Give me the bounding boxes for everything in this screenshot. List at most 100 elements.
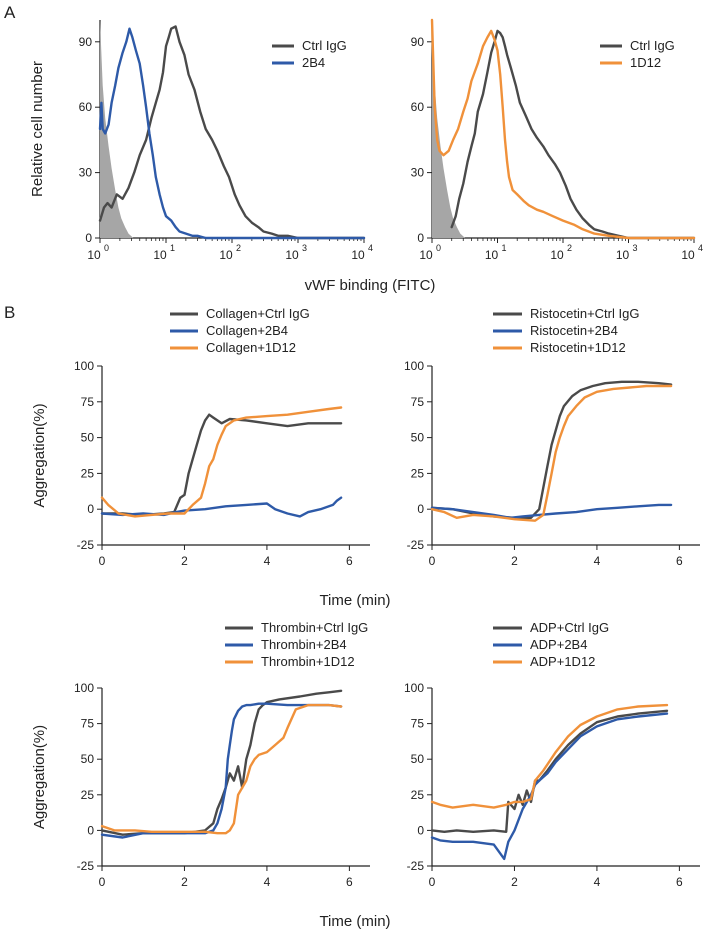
- agg_collagen-x-tick-label: 6: [346, 554, 353, 568]
- hist_2b4-x-tick-exponent: 1: [170, 243, 175, 253]
- hist_1d12-isotype-shaded-area: [432, 20, 466, 238]
- aggregation-collagen-chart: -25 0 25 50 75 100 0 2 4 6 Aggregation(%) Collagen+…: [31, 306, 370, 568]
- agg_collagen-y-tick-label: 75: [81, 395, 95, 409]
- hist_2b4-legend-label-ctrl-igg: Ctrl IgG: [302, 38, 347, 53]
- hist_2b4-y-tick-label: 90: [79, 35, 93, 49]
- agg_thrombin-y-tick-label: 0: [87, 823, 94, 837]
- hist_1d12-x-tick-exponent: 3: [633, 243, 638, 253]
- agg_thrombin-series-thrombin-2b4-line: [100, 702, 343, 839]
- agg_thrombin-y-tick-label: 50: [81, 752, 95, 766]
- hist_2b4-y-tick-label: 60: [79, 100, 93, 114]
- hist_2b4-x-tick-label: 10: [285, 248, 299, 262]
- agg_collagen-series-collagen-2b4-line: [100, 496, 343, 518]
- agg_adp-x-tick-label: 2: [511, 875, 518, 889]
- agg_thrombin-series-thrombin-1d12-line: [100, 703, 343, 835]
- hist_1d12-x-tick-label: 10: [681, 248, 695, 262]
- agg_adp-y-tick-label: 100: [404, 681, 424, 695]
- hist_2b4-x-tick-exponent: 4: [368, 243, 373, 253]
- agg_adp-x-tick-label: 6: [676, 875, 683, 889]
- agg_collagen-y-tick-label: 0: [87, 502, 94, 516]
- agg_adp-legend-label-adp-2b4: ADP+2B4: [530, 637, 587, 652]
- agg_thrombin-x-tick-label: 2: [181, 875, 188, 889]
- agg_collagen-y-tick-label: 25: [81, 466, 95, 480]
- hist_2b4-x-tick-exponent: 2: [236, 243, 241, 253]
- hist_2b4-series-ctrl-igg-line: [98, 25, 366, 240]
- agg_ristocetin-x-tick-label: 2: [511, 554, 518, 568]
- hist_1d12-x-tick-exponent: 1: [502, 243, 507, 253]
- agg_ristocetin-x-tick-label: 6: [676, 554, 683, 568]
- hist_1d12-y-tick-label: 60: [411, 100, 425, 114]
- hist_1d12-y-tick-label: 0: [417, 231, 424, 245]
- agg_collagen-legend-label-collagen-1d12: Collagen+1D12: [206, 340, 296, 355]
- panel-b-label: B: [4, 303, 15, 322]
- hist_2b4-x-tick-exponent: 0: [104, 243, 109, 253]
- hist_1d12-legend-label-ctrl-igg: Ctrl IgG: [630, 38, 675, 53]
- panel-b-bottom-x-axis-label: Time (min): [319, 913, 390, 930]
- agg_thrombin-y-tick-label: 75: [81, 717, 95, 731]
- agg_ristocetin-y-tick-label: 0: [417, 502, 424, 516]
- aggregation-ristocetin-chart: -25 0 25 50 75 100 0 2 4 6 Ristocetin+Ctrl IgG Rist…: [404, 306, 700, 568]
- agg_collagen-y-axis-label: Aggregation(%): [31, 403, 48, 507]
- agg_ristocetin-x-tick-label: 4: [594, 554, 601, 568]
- agg_adp-series-adp-1d12-line: [430, 703, 669, 809]
- hist_1d12-x-tick-exponent: 0: [436, 243, 441, 253]
- hist_2b4-y-axis-label: Relative cell number: [29, 61, 46, 197]
- hist_1d12-x-tick-label: 10: [616, 248, 630, 262]
- agg_thrombin-legend-label-thrombin-ctrl-igg: Thrombin+Ctrl IgG: [261, 620, 368, 635]
- agg_thrombin-legend-label-thrombin-1d12: Thrombin+1D12: [261, 654, 355, 669]
- aggregation-adp-chart: -25 0 25 50 75 100 0 2 4 6 ADP+Ctrl IgG ADP+2B4 ADP+…: [404, 620, 700, 889]
- agg_ristocetin-legend-label-ristocetin-1d12: Ristocetin+1D12: [530, 340, 626, 355]
- agg_adp-series-adp-2b4-line: [430, 712, 669, 861]
- agg_thrombin-y-tick-label: 100: [74, 681, 94, 695]
- hist_1d12-y-tick-label: 90: [411, 35, 425, 49]
- agg_ristocetin-series-ristocetin-2b4-line: [430, 503, 673, 519]
- agg_adp-legend-label-adp-ctrl-igg: ADP+Ctrl IgG: [530, 620, 609, 635]
- agg_adp-legend-label-adp-1d12: ADP+1D12: [530, 654, 595, 669]
- agg_ristocetin-legend-label-ristocetin-2b4: Ristocetin+2B4: [530, 323, 618, 338]
- hist_1d12-x-tick-label: 10: [419, 248, 433, 262]
- agg_ristocetin-x-tick-label: 0: [429, 554, 436, 568]
- agg_ristocetin-y-tick-label: 50: [411, 431, 425, 445]
- hist_1d12-legend-label-1d12: 1D12: [630, 55, 661, 70]
- agg_thrombin-y-tick-label: 25: [81, 788, 95, 802]
- agg_thrombin-x-tick-label: 4: [264, 875, 271, 889]
- agg_adp-x-tick-label: 4: [594, 875, 601, 889]
- panel-a-label: A: [4, 3, 16, 22]
- agg_thrombin-y-tick-label: -25: [77, 859, 95, 873]
- hist_2b4-y-tick-label: 30: [79, 166, 93, 180]
- agg_collagen-legend-label-collagen-ctrl-igg: Collagen+Ctrl IgG: [206, 306, 310, 321]
- agg_thrombin-legend-label-thrombin-2b4: Thrombin+2B4: [261, 637, 347, 652]
- agg_adp-y-tick-label: -25: [407, 859, 425, 873]
- agg_adp-y-tick-label: 25: [411, 788, 425, 802]
- agg_collagen-x-tick-label: 0: [99, 554, 106, 568]
- agg_adp-y-tick-label: 0: [417, 823, 424, 837]
- panel-b-top-x-axis-label: Time (min): [319, 592, 390, 609]
- hist_1d12-x-tick-label: 10: [550, 248, 564, 262]
- agg_collagen-series-collagen-ctrl-igg-line: [100, 413, 343, 517]
- agg_collagen-series-collagen-1d12-line: [100, 406, 343, 518]
- hist_2b4-x-tick-label: 10: [351, 248, 365, 262]
- aggregation-thrombin-chart: -25 0 25 50 75 100 0 2 4 6 Aggregation(%) Thrombin+…: [31, 620, 370, 889]
- agg_collagen-y-tick-label: 50: [81, 431, 95, 445]
- agg_adp-y-tick-label: 50: [411, 752, 425, 766]
- hist_2b4-isotype-shaded-area: [100, 20, 134, 238]
- hist_1d12-x-tick-label: 10: [485, 248, 499, 262]
- hist_1d12-y-tick-label: 30: [411, 166, 425, 180]
- agg_ristocetin-y-tick-label: -25: [407, 538, 425, 552]
- agg_ristocetin-legend-label-ristocetin-ctrl-igg: Ristocetin+Ctrl IgG: [530, 306, 639, 321]
- hist_2b4-x-tick-label: 10: [219, 248, 233, 262]
- hist_1d12-series-1d12-line: [430, 18, 696, 240]
- agg_thrombin-x-tick-label: 6: [346, 875, 353, 889]
- hist_2b4-x-tick-label: 10: [153, 248, 167, 262]
- agg_ristocetin-y-tick-label: 100: [404, 359, 424, 373]
- hist_2b4-x-tick-label: 10: [87, 248, 101, 262]
- agg_ristocetin-y-tick-label: 25: [411, 466, 425, 480]
- hist_2b4-y-tick-label: 0: [85, 231, 92, 245]
- hist_1d12-series-ctrl-igg-line: [450, 29, 696, 240]
- hist_2b4-x-tick-exponent: 3: [302, 243, 307, 253]
- hist_1d12-x-tick-exponent: 4: [698, 243, 703, 253]
- agg_ristocetin-series-ristocetin-1d12-line: [430, 384, 673, 522]
- agg_adp-y-tick-label: 75: [411, 717, 425, 731]
